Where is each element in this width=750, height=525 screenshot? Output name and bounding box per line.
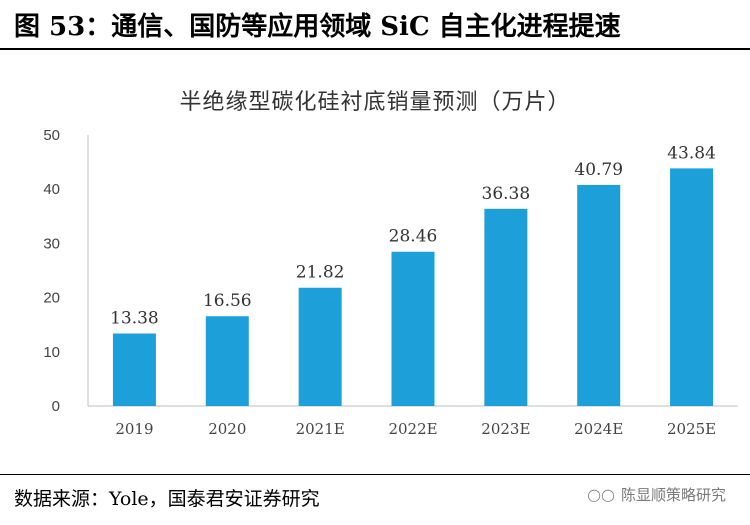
watermark: ○○ 陈显顺策略研究: [587, 484, 726, 505]
x-tick-label: 2022E: [388, 420, 437, 438]
y-tick-label: 10: [43, 344, 60, 361]
data-label: 36.38: [482, 184, 531, 204]
bar: [112, 333, 156, 406]
data-label: 43.84: [667, 143, 716, 163]
bar: [670, 168, 714, 406]
data-label: 16.56: [203, 291, 252, 311]
wechat-icon: ○○: [587, 485, 615, 504]
y-tick-label: 30: [43, 235, 60, 252]
x-tick-label: 2023E: [481, 420, 530, 438]
x-tick-label: 2021E: [296, 420, 345, 438]
y-tick-label: 20: [43, 290, 60, 307]
y-tick-label: 50: [43, 127, 60, 144]
bar: [391, 251, 435, 406]
bottom-rule: [0, 474, 750, 475]
data-label: 21.82: [296, 263, 345, 283]
source-note: 数据来源：Yole，国泰君安证券研究: [14, 488, 320, 510]
figure-title: 图 53：通信、国防等应用领域 SiC 自主化进程提速: [14, 12, 621, 42]
data-label: 28.46: [389, 227, 438, 247]
bar: [298, 287, 342, 406]
bar: [484, 208, 528, 406]
top-rule: [0, 48, 750, 50]
y-tick-label: 40: [43, 181, 60, 198]
x-tick-label: 2025E: [667, 420, 716, 438]
bar: [577, 184, 621, 406]
chart-title: 半绝缘型碳化硅衬底销量预测（万片）: [179, 90, 571, 115]
y-tick-label: 0: [52, 398, 60, 415]
x-tick-label: 2020: [208, 420, 246, 438]
bar: [205, 316, 249, 406]
bar-chart: 0 10 20 30 40 50 13.38 2019 16.56 2020 21.82 2021E…: [43, 127, 738, 438]
data-label: 13.38: [110, 308, 159, 328]
x-tick-label: 2019: [115, 420, 153, 438]
watermark-text: 陈显顺策略研究: [620, 486, 726, 504]
x-tick-label: 2024E: [574, 420, 623, 438]
data-label: 40.79: [574, 160, 623, 180]
